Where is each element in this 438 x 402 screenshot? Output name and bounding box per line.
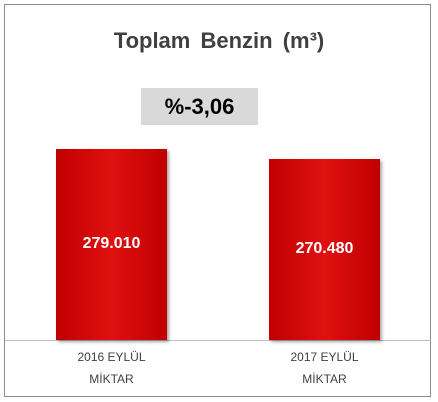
- value-label: 279.010: [82, 234, 141, 252]
- bar: [56, 149, 167, 340]
- baseline: [5, 340, 431, 341]
- chart-title: Toplam Benzin (m³): [113, 28, 325, 53]
- x-tick-label: 2016 EYLÜL MİKTAR: [77, 350, 146, 386]
- x-tick-label: 2017 EYLÜL MİKTAR: [290, 350, 359, 386]
- value-label: 270.480: [295, 239, 354, 257]
- bar: [269, 159, 380, 340]
- chart-frame: [4, 4, 431, 397]
- change-annotation: %-3,06: [141, 88, 258, 125]
